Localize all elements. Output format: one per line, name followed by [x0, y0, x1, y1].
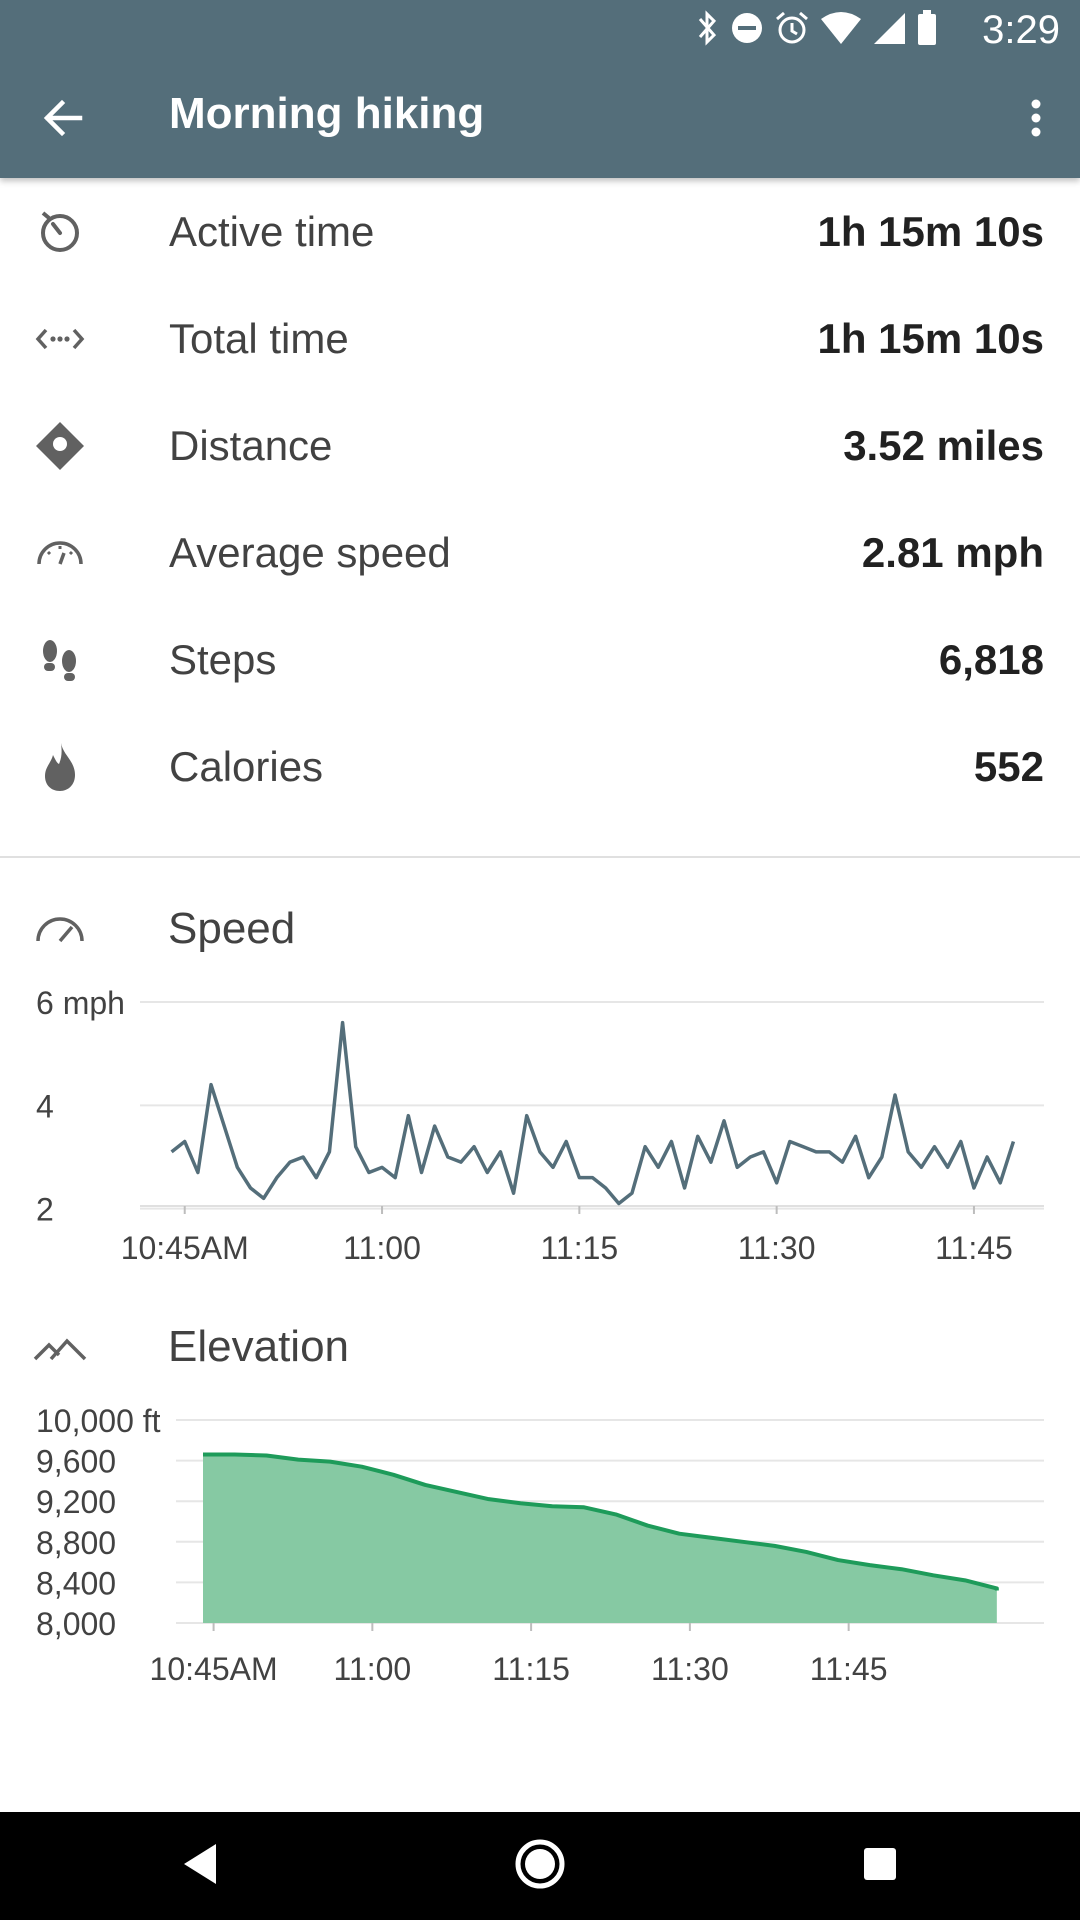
stat-label: Distance — [169, 421, 333, 469]
status-icons — [696, 8, 938, 48]
stat-label: Average speed — [169, 528, 451, 576]
flame-icon — [32, 739, 88, 795]
x-tick-label: 11:30 — [738, 1230, 816, 1266]
y-tick-label: 2 — [36, 1192, 54, 1228]
y-tick-label: 6 mph — [36, 985, 125, 1021]
stat-row-calories: Calories 552 — [0, 713, 1080, 820]
mountain-icon — [32, 1320, 88, 1376]
stat-row-distance: Distance 3.52 miles — [0, 392, 1080, 499]
speedometer-icon — [32, 525, 88, 581]
x-tick-label: 10:45AM — [121, 1230, 249, 1266]
stat-label: Calories — [169, 742, 324, 790]
x-tick-label: 11:00 — [333, 1651, 411, 1687]
y-tick-label: 8,000 — [36, 1606, 116, 1642]
stat-value: 1h 15m 10s — [817, 207, 1045, 255]
y-tick-label: 8,800 — [36, 1525, 116, 1561]
stat-value: 3.52 miles — [843, 421, 1044, 469]
speed-line — [170, 1020, 1016, 1206]
divider — [0, 856, 1080, 858]
y-tick-label: 9,600 — [36, 1444, 116, 1480]
stat-value: 2.81 mph — [861, 528, 1044, 576]
elevation-section-header: Elevation — [0, 1312, 1080, 1382]
arrow-back-icon — [42, 97, 84, 144]
do-not-disturb-icon — [730, 11, 764, 45]
speed-chart: 6 mph 4 2 10:45AM 11:00 11:15 11:30 11:45 — [36, 985, 1044, 1266]
directions-icon — [32, 418, 88, 474]
elevation-area — [203, 1454, 997, 1623]
battery-icon — [916, 10, 938, 46]
stat-label: Steps — [169, 635, 277, 683]
stat-row-average-speed: Average speed 2.81 mph — [0, 499, 1080, 606]
status-time: 3:29 — [982, 8, 1060, 52]
page-title: Morning hiking — [169, 89, 485, 138]
elevation-section-title: Elevation — [168, 1322, 350, 1371]
stat-row-total-time: Total time 1h 15m 10s — [0, 285, 1080, 392]
nav-recents-button[interactable] — [830, 1824, 930, 1908]
x-tick-label: 11:45 — [810, 1651, 888, 1687]
y-tick-label: 8,400 — [36, 1565, 116, 1601]
speed-section-title: Speed — [168, 904, 296, 953]
overflow-menu-button[interactable] — [1006, 85, 1066, 155]
alarm-icon — [774, 10, 810, 46]
stat-row-steps: Steps 6,818 — [0, 606, 1080, 713]
stat-value: 6,818 — [938, 635, 1044, 683]
x-tick-label: 11:15 — [540, 1230, 618, 1266]
stat-value: 552 — [973, 742, 1044, 790]
more-vert-icon — [1030, 98, 1042, 143]
stat-row-active-time: Active time 1h 15m 10s — [0, 178, 1080, 285]
signal-icon — [872, 11, 906, 45]
nav-recents-icon — [862, 1846, 898, 1887]
system-navigation-bar — [0, 1812, 1080, 1920]
x-tick-label: 11:45 — [935, 1230, 1013, 1266]
stat-label: Total time — [169, 314, 349, 362]
bluetooth-icon — [696, 10, 720, 46]
back-button[interactable] — [28, 85, 98, 155]
nav-back-button[interactable] — [150, 1824, 250, 1908]
stat-value: 1h 15m 10s — [817, 314, 1045, 362]
nav-back-icon — [180, 1842, 220, 1891]
x-tick-label: 11:15 — [492, 1651, 570, 1687]
elevation-chart: 10,000 ft 9,600 9,200 8,800 8,400 8,000 10:45A… — [36, 1403, 1044, 1687]
timer-icon — [32, 204, 88, 260]
span-arrows-icon — [32, 311, 88, 367]
y-tick-label: 10,000 ft — [36, 1403, 161, 1439]
speed-section-header: Speed — [0, 894, 1080, 964]
wifi-icon — [820, 11, 862, 45]
x-tick-label: 11:00 — [343, 1230, 421, 1266]
x-tick-label: 10:45AM — [150, 1651, 278, 1687]
x-tick-label: 11:30 — [651, 1651, 729, 1687]
speedometer-icon — [32, 902, 88, 958]
y-tick-label: 9,200 — [36, 1484, 116, 1520]
nav-home-button[interactable] — [490, 1824, 590, 1908]
app-bar: 3:29 Morning hiking — [0, 0, 1080, 178]
stats-list: Active time 1h 15m 10s Total time 1h 15m… — [0, 178, 1080, 820]
footsteps-icon — [32, 632, 88, 688]
stat-label: Active time — [169, 207, 375, 255]
nav-home-icon — [514, 1838, 566, 1895]
y-tick-label: 4 — [36, 1088, 54, 1124]
